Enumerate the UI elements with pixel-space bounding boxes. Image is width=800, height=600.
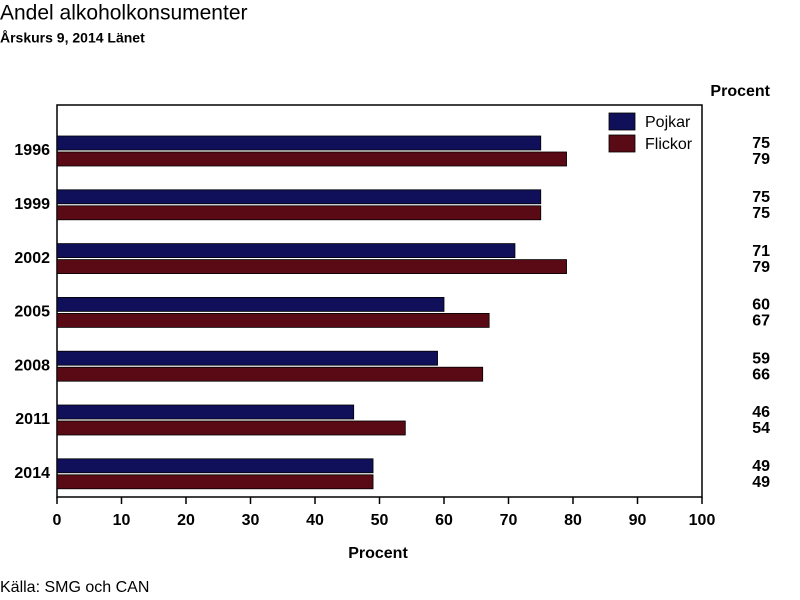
bar [56, 404, 355, 420]
chart-subtitle: Årskurs 9, 2014 Länet [0, 30, 145, 46]
value-label: 54 [752, 420, 770, 437]
value-label: 49 [752, 458, 770, 475]
legend-label: Pojkar [645, 114, 691, 131]
y-tick-label: 2014 [14, 465, 50, 482]
value-label: 60 [752, 297, 770, 314]
y-tick-label: 1999 [14, 196, 50, 213]
x-axis-title: Procent [348, 545, 408, 562]
x-tick-label: 40 [306, 512, 324, 529]
bar [56, 366, 484, 382]
value-label: 75 [752, 205, 770, 222]
value-label: 75 [752, 135, 770, 152]
value-label-header: Procent [710, 83, 770, 100]
x-tick-label: 0 [53, 512, 62, 529]
legend-label: Flickor [645, 136, 693, 153]
value-label: 79 [752, 259, 770, 276]
y-tick-label: 2008 [14, 357, 50, 374]
value-label: 67 [752, 313, 770, 330]
bar [56, 350, 438, 366]
x-tick-label: 20 [177, 512, 195, 529]
y-tick-label: 2011 [15, 411, 50, 428]
bar [56, 312, 490, 328]
y-tick-label: 1996 [14, 142, 50, 159]
bar [56, 205, 542, 221]
x-tick-label: 60 [435, 512, 453, 529]
x-tick-label: 30 [242, 512, 260, 529]
x-tick-label: 80 [564, 512, 582, 529]
x-tick-label: 70 [500, 512, 518, 529]
bar [56, 243, 516, 259]
x-tick-label: 10 [113, 512, 131, 529]
value-label: 59 [752, 350, 770, 367]
bar [56, 151, 567, 167]
value-label: 49 [752, 474, 770, 491]
x-tick-label: 50 [371, 512, 389, 529]
y-tick-label: 2005 [14, 304, 50, 321]
y-tick-label: 2002 [14, 250, 50, 267]
value-label: 75 [752, 189, 770, 206]
x-tick-label: 90 [629, 512, 647, 529]
bar [56, 296, 445, 312]
chart-title: Andel alkoholkonsumenter [0, 2, 248, 25]
value-label: 71 [752, 243, 770, 260]
source: Källa: SMG och CAN [0, 579, 149, 596]
bar [56, 458, 374, 474]
bar [56, 474, 374, 490]
x-tick-label: 100 [689, 512, 716, 529]
bar [56, 420, 406, 436]
legend-swatch [608, 134, 636, 153]
bar [56, 259, 567, 275]
value-label: 66 [752, 366, 770, 383]
bar [56, 189, 542, 205]
bar [56, 135, 542, 151]
legend-swatch [608, 112, 636, 131]
value-label: 46 [752, 404, 770, 421]
value-label: 79 [752, 151, 770, 168]
